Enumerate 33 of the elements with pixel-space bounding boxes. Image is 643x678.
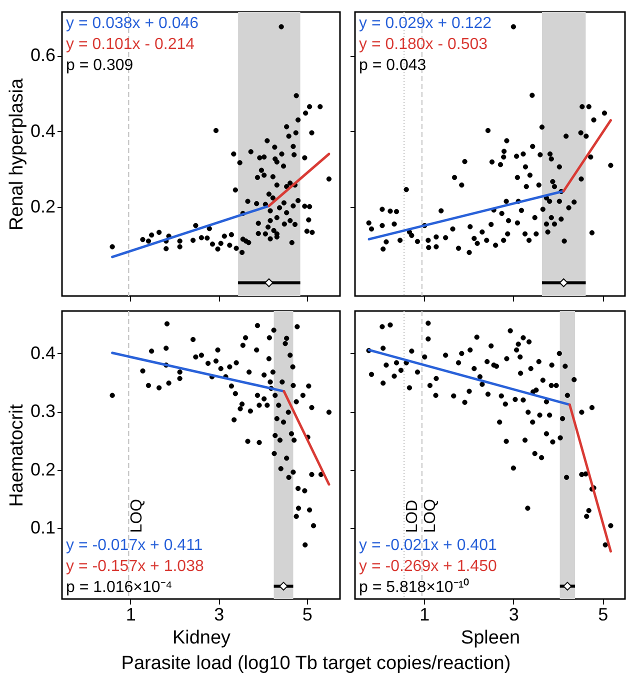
text: y = -0.269x + 1.450: [359, 558, 497, 575]
x-axis-title: Kidney: [172, 628, 232, 648]
x-tick-label: 5: [598, 604, 608, 624]
ref-line-label: LOQ: [128, 498, 146, 533]
annotation: p = 1.016×10⁻⁴: [66, 579, 172, 596]
text: y = 0.101x - 0.214: [66, 36, 195, 53]
text: y = -0.017x + 0.411: [66, 537, 203, 554]
y-axis-title: Haematocrit: [6, 404, 28, 507]
x-tick-label: 3: [508, 604, 519, 624]
y-axis-title: Renal hyperplasia: [6, 78, 28, 231]
text: y = -0.021x + 0.401: [359, 537, 497, 554]
y-tick-label: 0.2: [30, 459, 56, 480]
y-tick-label: 0.4: [30, 342, 56, 363]
x-tick-label: 5: [302, 604, 312, 624]
x-axis-title: Spleen: [460, 628, 520, 648]
annotation: p = 0.043: [359, 57, 426, 74]
y-tick-label: 0.3: [30, 401, 56, 422]
annotation: p = 0.309: [66, 57, 134, 74]
x-tick-label: 1: [420, 604, 430, 624]
y-tick-label: 0.2: [30, 196, 56, 217]
x-tick-label: 3: [214, 604, 224, 624]
text: Parasite load (log10 Tb target copies/reaction): [121, 652, 511, 674]
y-tick-label: 0.6: [30, 45, 56, 66]
ref-line-label: LOQ: [422, 498, 439, 533]
y-tick-label: 0.4: [30, 120, 56, 141]
ref-line-label: LOD: [404, 500, 422, 533]
text: y = 0.038x + 0.046: [66, 15, 199, 32]
text: y = 0.180x - 0.503: [359, 36, 488, 53]
y-tick-label: 0.1: [30, 518, 56, 538]
text: y = 0.029x + 0.122: [359, 15, 492, 32]
x-tick-label: 1: [126, 604, 136, 624]
text: y = -0.157x + 1.038: [66, 558, 204, 575]
annotation: p = 5.818×10⁻¹⁰: [359, 578, 470, 596]
